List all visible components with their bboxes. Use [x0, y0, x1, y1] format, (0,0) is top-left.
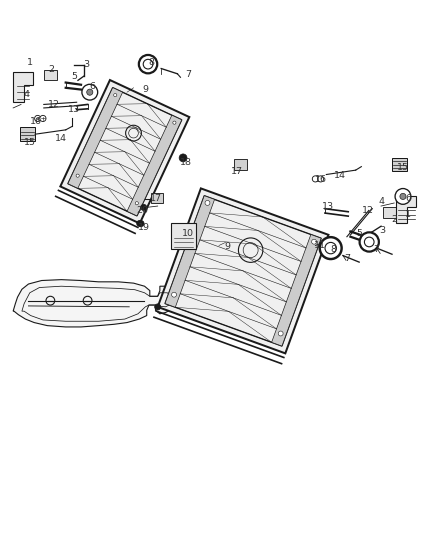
Polygon shape [234, 159, 247, 170]
Text: 8: 8 [148, 58, 154, 67]
Text: 16: 16 [30, 117, 42, 126]
Circle shape [139, 55, 157, 74]
Polygon shape [127, 115, 182, 216]
Text: 1: 1 [405, 211, 411, 219]
Polygon shape [68, 87, 123, 188]
Polygon shape [13, 72, 33, 102]
Circle shape [172, 292, 177, 297]
Polygon shape [392, 158, 407, 171]
Text: 5: 5 [71, 72, 78, 81]
Polygon shape [396, 197, 416, 223]
Text: 4: 4 [23, 90, 29, 99]
Polygon shape [272, 235, 321, 346]
Text: 2: 2 [391, 215, 397, 224]
Circle shape [395, 189, 411, 204]
Text: 14: 14 [54, 134, 67, 143]
Polygon shape [383, 207, 396, 219]
Circle shape [360, 232, 379, 252]
Text: 17: 17 [149, 194, 162, 203]
Circle shape [400, 193, 406, 199]
Text: 16: 16 [314, 175, 327, 184]
Circle shape [179, 154, 187, 162]
Polygon shape [151, 193, 163, 203]
Polygon shape [44, 70, 57, 80]
Text: 3: 3 [379, 226, 385, 235]
Circle shape [76, 174, 79, 177]
Circle shape [40, 115, 46, 122]
Text: 9: 9 [225, 243, 231, 251]
Polygon shape [13, 280, 179, 327]
Circle shape [173, 121, 176, 124]
Circle shape [138, 221, 144, 227]
Text: 18: 18 [180, 158, 192, 167]
Circle shape [320, 237, 342, 259]
Circle shape [87, 89, 93, 95]
Polygon shape [165, 196, 215, 307]
Text: 9: 9 [142, 85, 148, 94]
Text: 15: 15 [397, 164, 409, 173]
Circle shape [114, 93, 117, 96]
Text: 15: 15 [24, 139, 36, 148]
Text: 12: 12 [362, 206, 374, 215]
Text: 20: 20 [136, 206, 148, 215]
Text: 14: 14 [333, 171, 346, 180]
Circle shape [155, 304, 161, 310]
Circle shape [278, 331, 283, 336]
Circle shape [135, 201, 138, 205]
Text: 19: 19 [138, 223, 150, 232]
Text: 7: 7 [344, 254, 350, 263]
Text: 13: 13 [67, 105, 80, 114]
Circle shape [318, 176, 324, 182]
Circle shape [312, 176, 318, 182]
Text: 1: 1 [27, 58, 33, 67]
Text: 13: 13 [321, 201, 334, 211]
Text: 10: 10 [182, 229, 194, 238]
Circle shape [141, 204, 147, 211]
Text: 6: 6 [89, 82, 95, 91]
Text: 7: 7 [373, 245, 379, 254]
Polygon shape [60, 80, 189, 223]
Text: 8: 8 [331, 245, 337, 254]
Text: 17: 17 [230, 166, 243, 175]
Circle shape [82, 84, 98, 100]
Text: 7: 7 [185, 70, 191, 79]
Text: 11: 11 [314, 241, 326, 250]
Text: 6: 6 [405, 194, 411, 203]
Text: 12: 12 [47, 100, 60, 109]
Circle shape [205, 200, 210, 205]
Polygon shape [20, 127, 35, 141]
Text: 3: 3 [84, 60, 90, 69]
Polygon shape [158, 188, 328, 353]
Text: 5: 5 [356, 229, 362, 238]
Text: 2: 2 [49, 65, 55, 74]
Circle shape [311, 239, 317, 244]
Polygon shape [171, 223, 196, 249]
Circle shape [35, 115, 41, 122]
Circle shape [137, 220, 143, 227]
Text: 4: 4 [379, 197, 385, 206]
